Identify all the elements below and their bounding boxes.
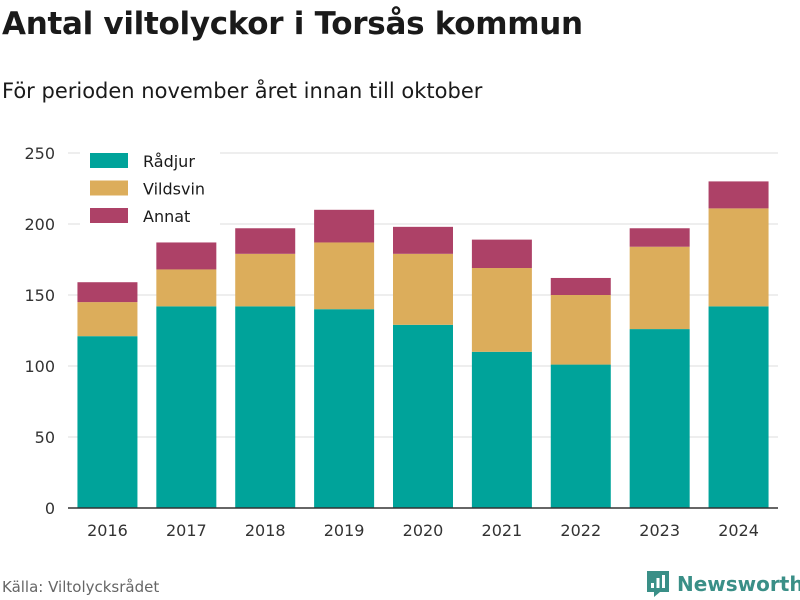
bar-vildsvin-2021 [471, 268, 532, 352]
brand-name: Newsworthy [677, 572, 800, 596]
x-tick-label: 2024 [718, 521, 759, 540]
bar-annat-2022 [550, 277, 611, 295]
bar-annat-2021 [471, 239, 532, 269]
y-tick-label: 250 [24, 144, 55, 163]
bar-vildsvin-2019 [314, 242, 375, 310]
x-tick-label: 2016 [87, 521, 128, 540]
bar-rådjur-2019 [314, 309, 375, 508]
bar-annat-2017 [156, 242, 217, 270]
bar-annat-2016 [77, 282, 138, 303]
bar-rådjur-2016 [77, 336, 138, 508]
brand-logo: Newsworthy [645, 570, 800, 598]
source-note: Källa: Viltolycksrådet [2, 578, 160, 596]
x-tick-label: 2017 [166, 521, 207, 540]
chart-title: Antal viltolyckor i Torsås kommun [2, 6, 583, 42]
y-tick-label: 150 [24, 286, 55, 305]
x-tick-label: 2019 [324, 521, 365, 540]
x-tick-label: 2018 [245, 521, 286, 540]
legend-swatch-vildsvin [90, 180, 128, 196]
bar-annat-2019 [314, 209, 375, 243]
bar-vildsvin-2022 [550, 295, 611, 365]
bar-vildsvin-2023 [629, 246, 690, 330]
bar-vildsvin-2017 [156, 269, 217, 307]
y-tick-label: 200 [24, 215, 55, 234]
bar-rådjur-2022 [550, 364, 611, 508]
bar-annat-2023 [629, 228, 690, 247]
bar-rådjur-2017 [156, 306, 217, 508]
y-tick-label: 0 [45, 499, 55, 518]
x-tick-label: 2020 [403, 521, 444, 540]
bar-annat-2020 [393, 226, 453, 254]
bar-rådjur-2024 [708, 306, 769, 508]
bar-rådjur-2018 [235, 306, 296, 508]
legend-label: Vildsvin [143, 180, 205, 199]
x-tick-label: 2023 [639, 521, 680, 540]
x-tick-label: 2021 [482, 521, 523, 540]
y-tick-label: 50 [35, 428, 55, 447]
bar-vildsvin-2018 [235, 253, 296, 307]
bar-vildsvin-2020 [393, 253, 453, 325]
legend-swatch-annat [90, 208, 128, 223]
bar-annat-2018 [235, 228, 296, 254]
y-tick-label: 100 [24, 357, 55, 376]
bar-vildsvin-2024 [708, 208, 769, 307]
legend-label: Annat [143, 207, 190, 226]
chart-subtitle: För perioden november året innan till ok… [2, 79, 483, 103]
legend-swatch-rådjur [90, 153, 128, 168]
bar-rådjur-2020 [393, 324, 453, 508]
bar-rådjur-2023 [629, 329, 690, 508]
legend-label: Rådjur [143, 152, 195, 171]
bar-vildsvin-2016 [77, 302, 138, 337]
newsworthy-logo-icon [647, 571, 669, 597]
bar-rådjur-2021 [471, 351, 532, 508]
x-tick-label: 2022 [560, 521, 601, 540]
bar-annat-2024 [708, 181, 769, 209]
